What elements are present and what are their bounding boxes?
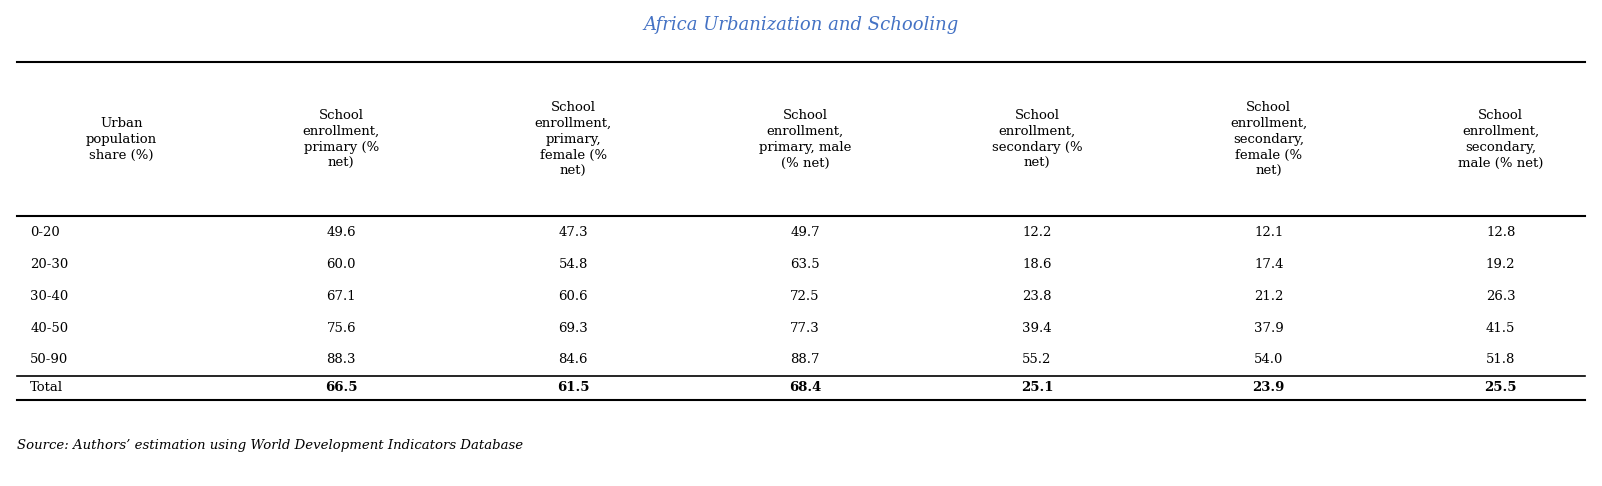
Text: 60.0: 60.0	[327, 258, 356, 271]
Text: 88.3: 88.3	[327, 353, 356, 366]
Text: 19.2: 19.2	[1487, 258, 1515, 271]
Text: School
enrollment,
secondary,
male (% net): School enrollment, secondary, male (% ne…	[1458, 108, 1543, 170]
Text: School
enrollment,
secondary,
female (%
net): School enrollment, secondary, female (% …	[1230, 101, 1307, 177]
Text: 66.5: 66.5	[325, 382, 357, 395]
Text: 68.4: 68.4	[788, 382, 822, 395]
Text: 75.6: 75.6	[327, 322, 356, 334]
Text: 60.6: 60.6	[559, 290, 588, 303]
Text: 20-30: 20-30	[30, 258, 69, 271]
Text: 23.8: 23.8	[1022, 290, 1051, 303]
Text: 51.8: 51.8	[1487, 353, 1515, 366]
Text: 77.3: 77.3	[790, 322, 820, 334]
Text: 18.6: 18.6	[1022, 258, 1051, 271]
Text: 25.1: 25.1	[1020, 382, 1053, 395]
Text: 12.2: 12.2	[1022, 226, 1051, 239]
Text: 47.3: 47.3	[559, 226, 588, 239]
Text: 67.1: 67.1	[327, 290, 356, 303]
Text: 63.5: 63.5	[790, 258, 820, 271]
Text: 54.8: 54.8	[559, 258, 588, 271]
Text: 39.4: 39.4	[1022, 322, 1051, 334]
Text: 12.1: 12.1	[1254, 226, 1283, 239]
Text: Source: Authors’ estimation using World Development Indicators Database: Source: Authors’ estimation using World …	[18, 439, 524, 452]
Text: 49.6: 49.6	[327, 226, 356, 239]
Text: Urban
population
share (%): Urban population share (%)	[87, 117, 157, 162]
Text: 17.4: 17.4	[1254, 258, 1283, 271]
Text: 50-90: 50-90	[30, 353, 69, 366]
Text: 54.0: 54.0	[1254, 353, 1283, 366]
Text: 69.3: 69.3	[557, 322, 588, 334]
Text: School
enrollment,
primary (%
net): School enrollment, primary (% net)	[303, 108, 380, 170]
Text: 84.6: 84.6	[559, 353, 588, 366]
Text: 26.3: 26.3	[1485, 290, 1515, 303]
Text: 30-40: 30-40	[30, 290, 69, 303]
Text: 21.2: 21.2	[1254, 290, 1283, 303]
Text: 41.5: 41.5	[1487, 322, 1515, 334]
Text: School
enrollment,
primary,
female (%
net): School enrollment, primary, female (% ne…	[535, 101, 612, 177]
Text: 61.5: 61.5	[557, 382, 590, 395]
Text: 49.7: 49.7	[790, 226, 820, 239]
Text: 12.8: 12.8	[1487, 226, 1515, 239]
Text: 0-20: 0-20	[30, 226, 59, 239]
Text: School
enrollment,
primary, male
(% net): School enrollment, primary, male (% net)	[759, 108, 851, 170]
Text: 25.5: 25.5	[1485, 382, 1517, 395]
Text: 55.2: 55.2	[1022, 353, 1051, 366]
Text: Africa Urbanization and Schooling: Africa Urbanization and Schooling	[644, 16, 958, 34]
Text: Total: Total	[30, 382, 64, 395]
Text: 37.9: 37.9	[1254, 322, 1283, 334]
Text: 88.7: 88.7	[790, 353, 820, 366]
Text: 40-50: 40-50	[30, 322, 69, 334]
Text: 23.9: 23.9	[1253, 382, 1285, 395]
Text: 72.5: 72.5	[790, 290, 820, 303]
Text: School
enrollment,
secondary (%
net): School enrollment, secondary (% net)	[992, 108, 1083, 170]
